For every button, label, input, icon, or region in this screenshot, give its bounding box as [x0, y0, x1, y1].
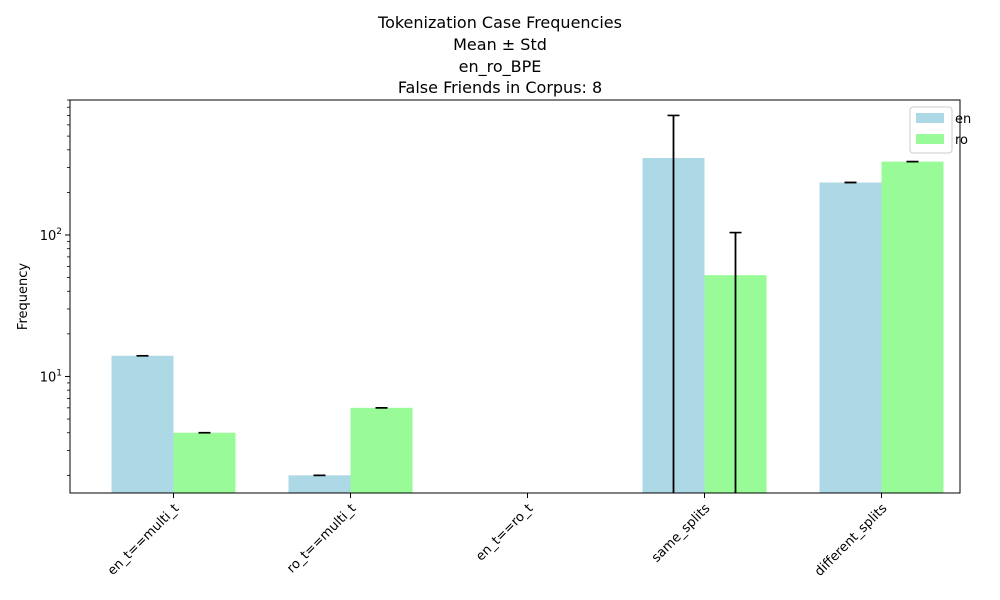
axes-layer: 101 102 Frequency en_t==multi_t ro_t==multi_…	[16, 99, 961, 580]
legend: en ro	[909, 106, 971, 154]
chart-title-line-4: False Friends in Corpus: 8	[397, 78, 603, 97]
y-axis-label: Frequency	[16, 263, 31, 330]
chart-title-line-3: en_ro_BPE	[458, 57, 542, 76]
legend-swatch-en	[916, 113, 944, 123]
bars-layer	[111, 158, 944, 493]
bar-en-0	[111, 355, 174, 493]
bar-ro-4	[881, 161, 944, 493]
legend-label-en: en	[955, 112, 971, 127]
bar-ro-1	[350, 407, 413, 493]
y-tick-label-1: 102	[40, 227, 62, 244]
error-bar-en-3	[667, 114, 680, 493]
x-tick-label-1: ro_t==multi_t	[284, 501, 359, 576]
error-bar-ro-3	[729, 231, 742, 493]
legend-label-ro: ro	[955, 133, 968, 148]
chart-title-line-1: Tokenization Case Frequencies	[378, 13, 622, 32]
x-tick-label-0: en_t==multi_t	[105, 501, 182, 578]
x-tick-label-4: different_splits	[812, 501, 891, 580]
plot-frame	[69, 99, 961, 494]
error-bars-layer	[136, 114, 919, 493]
legend-swatch-ro	[916, 134, 944, 144]
x-tick-label-2: en_t==ro_t	[473, 501, 536, 564]
bar-en-1	[288, 475, 351, 493]
x-tick-label-3: same_splits	[649, 501, 714, 566]
bar-ro-0	[173, 432, 236, 493]
bar-en-4	[819, 182, 882, 493]
chart-title-line-2: Mean ± Std	[453, 35, 547, 54]
y-tick-label-0: 101	[40, 368, 62, 385]
